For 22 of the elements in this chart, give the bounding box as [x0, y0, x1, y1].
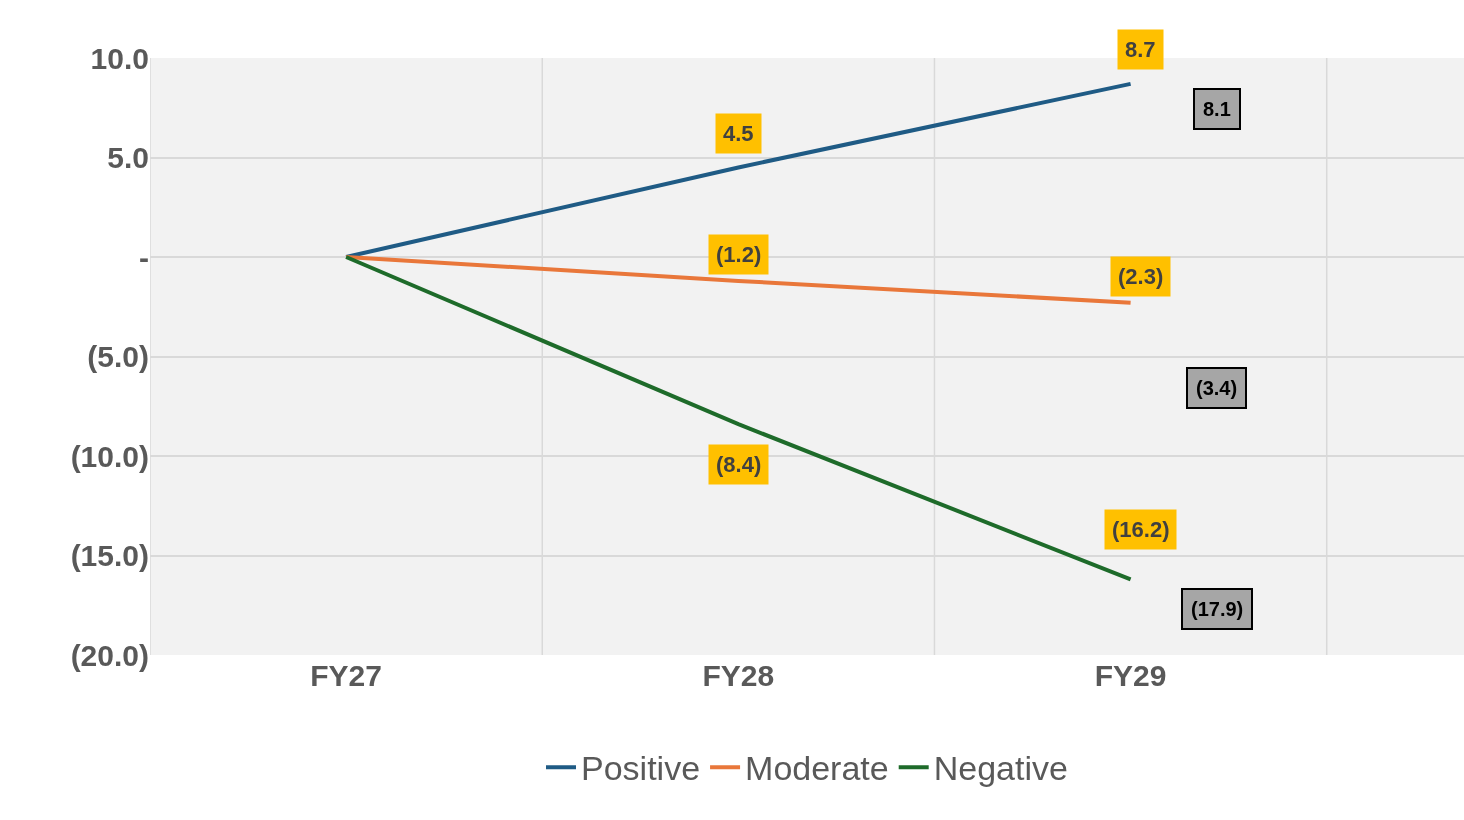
- data-label: (8.4): [716, 452, 762, 477]
- x-tick-label: FY29: [1094, 659, 1167, 692]
- annotation: (3.4): [1196, 377, 1238, 399]
- y-tick-label: (10.0): [70, 439, 149, 473]
- y-tick-label: 5.0: [107, 141, 149, 174]
- annotation: (17.9): [1191, 598, 1244, 620]
- data-label: (16.2): [1112, 517, 1170, 542]
- y-tick-label: 10.0: [90, 41, 149, 75]
- legend-label: Moderate: [745, 749, 889, 788]
- x-tick-label: FY28: [702, 659, 775, 692]
- x-tick-label: FY27: [310, 659, 382, 692]
- legend-label: Negative: [933, 749, 1068, 788]
- data-label: 8.7: [1125, 37, 1156, 62]
- data-label: 4.5: [723, 121, 754, 146]
- data-label: (2.3): [1118, 264, 1164, 289]
- legend-label: Positive: [581, 749, 701, 788]
- y-tick-label: -: [139, 240, 149, 274]
- y-tick-label: (20.0): [70, 638, 149, 672]
- y-tick-label: (15.0): [70, 539, 149, 572]
- data-label: (1.2): [716, 242, 762, 267]
- annotation: 8.1: [1203, 98, 1231, 120]
- y-tick-label: (5.0): [87, 340, 149, 373]
